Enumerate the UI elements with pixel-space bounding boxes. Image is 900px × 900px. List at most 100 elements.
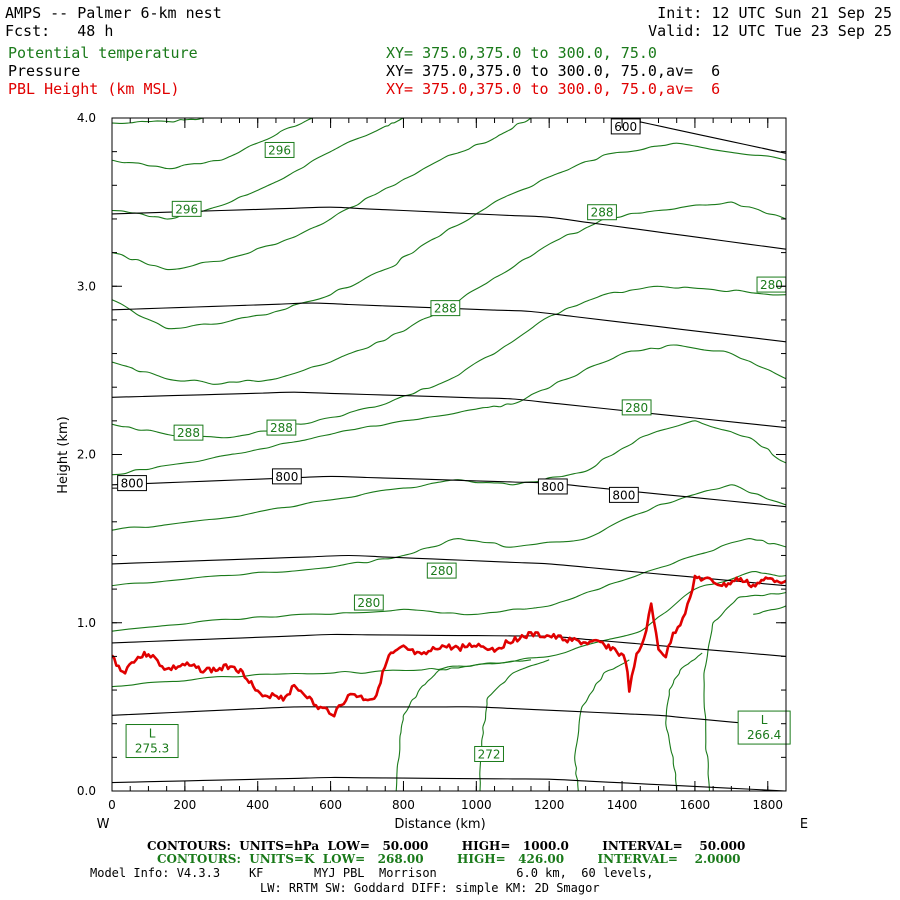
theta-label-text: 296 xyxy=(268,143,291,157)
y-tick-label: 1.0 xyxy=(77,616,96,630)
theta-label-box xyxy=(266,419,297,436)
theta-label: 288 xyxy=(173,424,204,441)
pressure-label-text: 800 xyxy=(541,480,564,494)
pressure-label-text: 800 xyxy=(275,470,298,484)
pressure-contour-line xyxy=(621,118,786,154)
theta-contour-line xyxy=(112,142,786,330)
theta-label-text: 296 xyxy=(175,202,198,216)
low-marker-letter: L xyxy=(761,713,768,727)
pressure-label-box xyxy=(117,475,147,492)
pressure-contour-line xyxy=(112,302,786,343)
theta-contour-line xyxy=(112,285,786,439)
y-tick-label: 4.0 xyxy=(77,111,96,125)
low-marker-box xyxy=(125,724,179,759)
x-tick-label: 800 xyxy=(392,798,415,812)
theta-label-box xyxy=(353,594,384,611)
theta-contour-line xyxy=(112,344,786,476)
west-label: W xyxy=(97,817,110,832)
plot-frame xyxy=(111,117,787,792)
x-tick-label: 600 xyxy=(319,798,342,812)
x-tick-label: 200 xyxy=(173,798,196,812)
footer-physics-info: LW: RRTM SW: Goddard DIFF: simple KM: 2D… xyxy=(260,881,600,895)
field-name-theta: Potential temperature xyxy=(8,44,198,62)
theta-label-box xyxy=(426,562,457,579)
pressure-label: 800 xyxy=(271,468,302,485)
field-xy-theta: XY= 375.0,375.0 to 300.0, 75.0 xyxy=(386,44,657,62)
theta-contour-line xyxy=(574,659,630,791)
y-tick-label: 0.0 xyxy=(77,784,96,798)
theta-label-text: 280 xyxy=(625,401,648,415)
pressure-label-text: 800 xyxy=(612,488,635,502)
pressure-label: 600 xyxy=(610,118,641,135)
field-name-pbl: PBL Height (km MSL) xyxy=(8,80,180,98)
pressure-label: 800 xyxy=(117,475,147,492)
axes: 0 200 400 600 800 1000 1200 1400 1600 1800 0.0 1.0 2… xyxy=(77,111,787,812)
theta-contours xyxy=(112,118,786,791)
theta-label-text: 272 xyxy=(478,747,501,761)
theta-label-box xyxy=(587,204,617,221)
theta-contour-line xyxy=(112,118,313,170)
pressure-label: 800 xyxy=(537,478,568,495)
x-tick-label: 1400 xyxy=(607,798,638,812)
x-tick-label: 1600 xyxy=(680,798,711,812)
pressure-label-box xyxy=(271,468,302,485)
pressure-contour-line xyxy=(112,206,786,250)
theta-contour-line xyxy=(703,591,786,791)
theta-contour-line xyxy=(112,484,786,587)
theta-label-text: 288 xyxy=(177,426,200,440)
field-xy-pbl: XY= 375.0,375.0 to 300.0, 75.0,av= 6 xyxy=(386,80,721,98)
theta-contour-line xyxy=(479,659,550,791)
pressure-label-box xyxy=(610,118,641,135)
x-axis-label: Distance (km) xyxy=(394,817,485,832)
pressure-label-box xyxy=(537,478,568,495)
theta-contour-line xyxy=(112,118,204,124)
theta-label: 296 xyxy=(171,200,202,217)
contour-labels: 800 800 800 800 600 296 296 288 288 288 288 280 280 2… xyxy=(117,118,791,762)
theta-label: 280 xyxy=(621,399,652,416)
pbl-height-series xyxy=(112,574,786,718)
theta-label: 288 xyxy=(430,300,461,317)
forecast-hour: Fcst: 48 h xyxy=(5,22,114,40)
pressure-label-box xyxy=(608,486,639,503)
pressure-contour-line xyxy=(112,475,786,508)
pressure-contour-line xyxy=(112,706,786,728)
pressure-label-text: 800 xyxy=(121,477,144,491)
pressure-label-text: 600 xyxy=(614,120,637,134)
x-tick-label: 1000 xyxy=(461,798,492,812)
y-tick-label: 3.0 xyxy=(77,279,96,293)
theta-label-text: 288 xyxy=(270,421,293,435)
theta-label: 288 xyxy=(587,204,617,221)
theta-label: 296 xyxy=(264,141,295,158)
theta-label-box xyxy=(173,424,204,441)
pressure-label: 800 xyxy=(608,486,639,503)
pressure-contours xyxy=(112,118,786,791)
footer-contours-pressure: CONTOURS: UNITS=hPa LOW= 50.000 HIGH= 10… xyxy=(147,839,746,853)
theta-contour-line xyxy=(753,605,786,615)
theta-label-text: 288 xyxy=(434,302,457,316)
footer-model-info: Model Info: V4.3.3 KF MYJ PBL Morrison 6… xyxy=(90,866,654,880)
x-tick-label: 1200 xyxy=(534,798,565,812)
chart-title: AMPS -- Palmer 6-km nest xyxy=(5,4,222,22)
theta-contour-line xyxy=(665,652,703,791)
valid-time: Valid: 12 UTC Tue 23 Sep 25 xyxy=(648,22,892,40)
theta-label: 280 xyxy=(426,562,457,579)
init-time: Init: 12 UTC Sun 21 Sep 25 xyxy=(657,4,892,22)
x-tick-label: 0 xyxy=(108,798,116,812)
low-marker-letter: L xyxy=(149,727,156,741)
theta-contour-line xyxy=(112,118,532,271)
theta-label-box xyxy=(171,200,202,217)
theta-label-text: 288 xyxy=(591,206,614,220)
theta-label: 280 xyxy=(756,276,787,293)
east-label: E xyxy=(800,817,808,832)
theta-label-box xyxy=(474,745,504,762)
low-marker-value: 266.4 xyxy=(747,728,781,742)
theta-label-text: 280 xyxy=(357,596,380,610)
y-axis-label: Height (km) xyxy=(56,416,71,493)
field-name-pressure: Pressure xyxy=(8,62,81,80)
pressure-contour-line xyxy=(112,554,786,587)
footer-contours-theta: CONTOURS: UNITS=K LOW= 268.00 HIGH= 426.… xyxy=(157,852,741,866)
x-tick-label: 400 xyxy=(246,798,269,812)
